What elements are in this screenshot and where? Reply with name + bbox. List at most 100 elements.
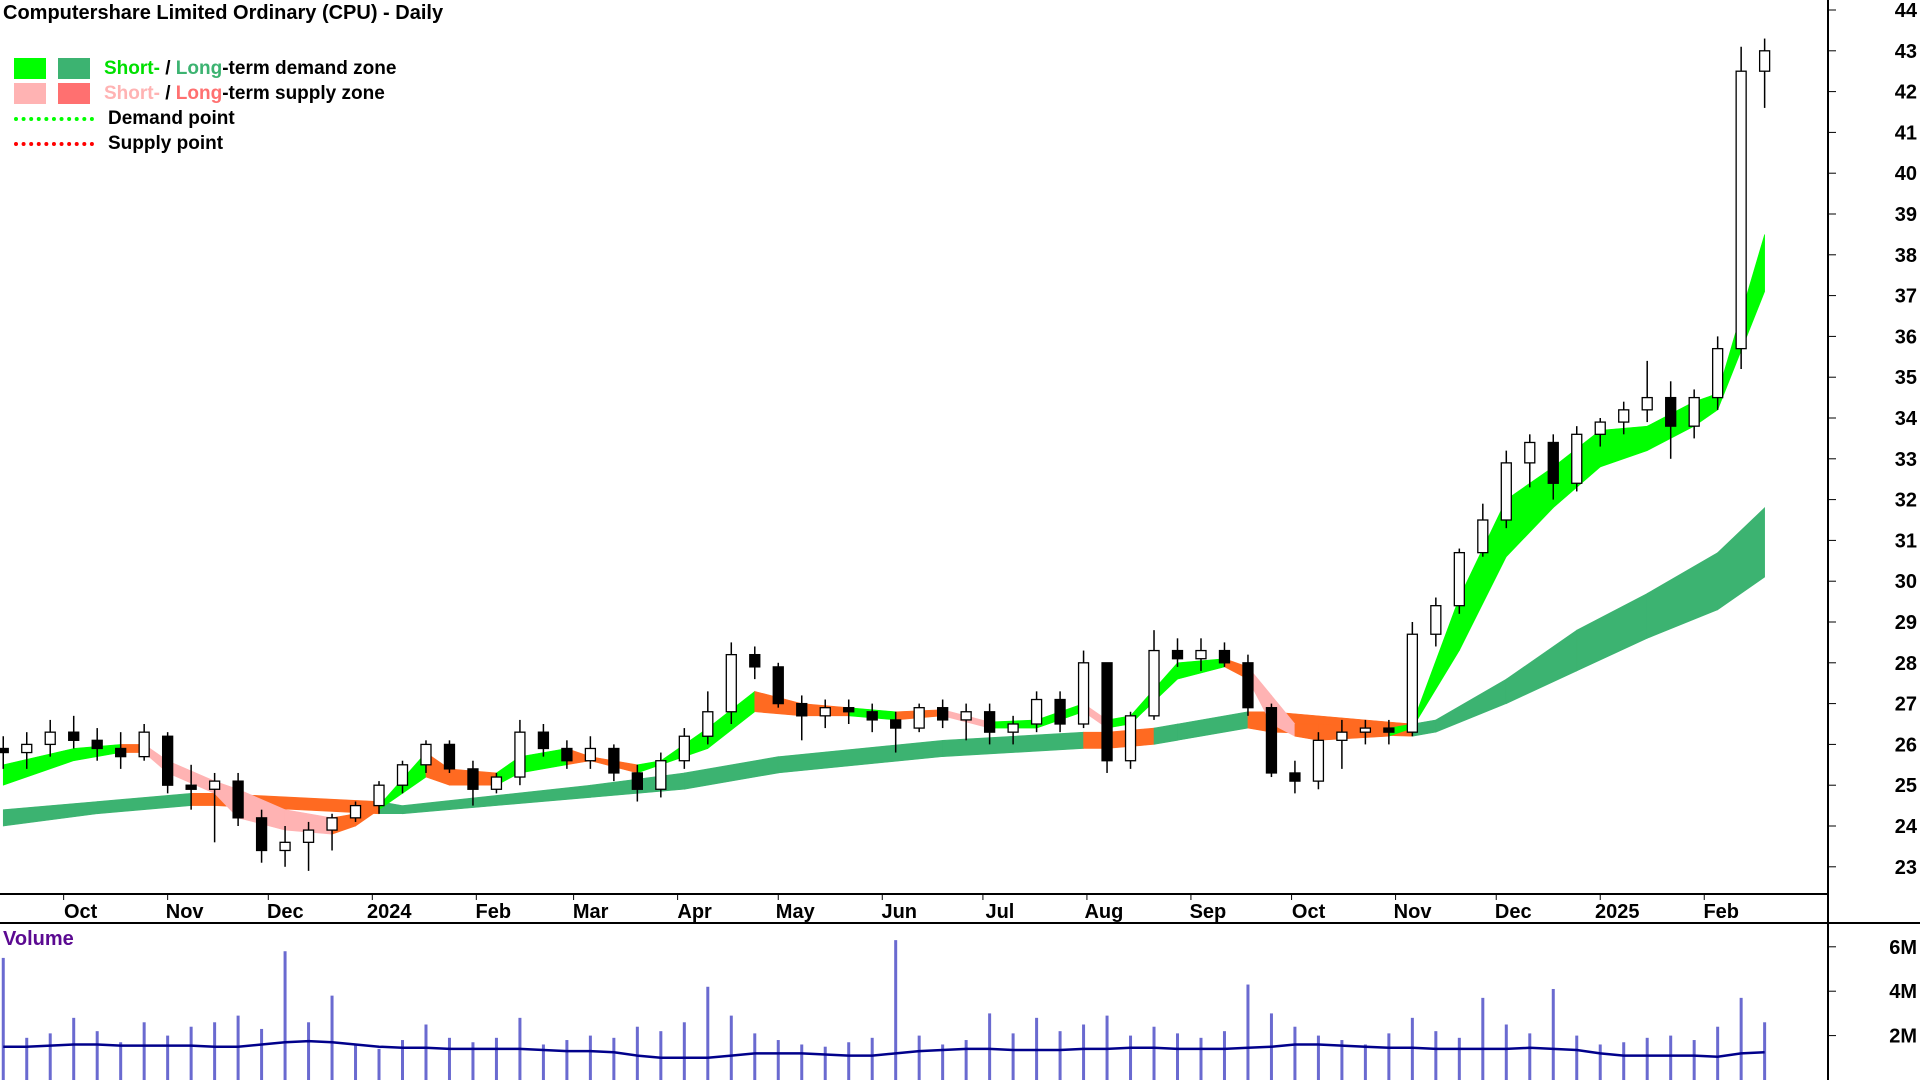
date-tick-label: Feb [1703, 901, 1739, 923]
price-tick-label: 44 [1895, 0, 1918, 22]
candle-body [983, 711, 996, 733]
candle-body [1242, 662, 1254, 709]
legend-supply-long: Long [175, 82, 223, 104]
date-tick-label: May [776, 901, 816, 923]
candle-body [866, 711, 878, 721]
volume-bar [1011, 1033, 1015, 1080]
volume-bar [753, 1033, 757, 1080]
candle [1453, 548, 1465, 614]
candle-body [843, 707, 855, 713]
supply-point-line-icon [14, 141, 94, 146]
date-tick-label: Oct [64, 901, 98, 923]
candle [396, 760, 409, 794]
date-tick-label: 2025 [1595, 901, 1640, 923]
candle [1124, 711, 1137, 769]
volume-bar [941, 1044, 945, 1080]
volume-panel [1, 940, 1767, 1080]
candle-body [1007, 723, 1019, 733]
price-tick-label: 24 [1895, 816, 1918, 838]
volume-bar [213, 1022, 217, 1080]
candle-body [1406, 633, 1419, 733]
candle [1594, 418, 1606, 447]
candle [1242, 654, 1254, 716]
date-tick-label: Sep [1190, 901, 1227, 923]
price-tick-label: 34 [1895, 408, 1918, 430]
price-tick-label: 25 [1895, 775, 1917, 797]
short-term-zone-segment [2, 748, 75, 786]
candle-body [1618, 409, 1630, 423]
volume-bar [1246, 984, 1250, 1080]
volume-bar [1082, 1024, 1086, 1080]
short-demand-swatch [14, 58, 46, 79]
volume-bar [870, 1037, 874, 1080]
volume-bar [1739, 997, 1743, 1080]
candle [913, 703, 925, 733]
volume-bar [1598, 1044, 1602, 1080]
candle-body [1148, 649, 1160, 717]
candle-body [44, 731, 56, 746]
candle-body [1758, 50, 1771, 72]
date-tick-label: Aug [1084, 901, 1123, 923]
candle-body [1430, 605, 1442, 635]
candle [467, 760, 479, 806]
candle [1007, 715, 1019, 745]
candle [1735, 46, 1747, 370]
candle [255, 809, 268, 863]
candle-body [1688, 396, 1700, 427]
candle [866, 703, 878, 733]
candle-body [1312, 739, 1325, 782]
volume-bar [988, 1013, 992, 1080]
price-tick-label: 32 [1895, 490, 1917, 512]
price-tick-label: 29 [1895, 612, 1917, 634]
candle [678, 728, 690, 769]
long-term-zone-segment [1646, 552, 1718, 639]
volume-bar [119, 1042, 123, 1080]
volume-bar [847, 1042, 851, 1080]
volume-bar [1622, 1042, 1626, 1080]
candle-body [1712, 347, 1724, 399]
candle-body [584, 747, 597, 762]
candle-body [68, 731, 80, 741]
volume-bar [1058, 1031, 1062, 1080]
volume-bar [307, 1022, 311, 1080]
candle-body [1453, 551, 1465, 607]
volume-bar [283, 951, 287, 1080]
volume-bar [424, 1024, 428, 1080]
price-tick-label: 33 [1895, 449, 1917, 471]
candle-body [161, 735, 174, 786]
candle-body [302, 829, 315, 843]
candle [561, 740, 573, 769]
volume-bar [1457, 1037, 1461, 1080]
volume-bar [95, 1031, 99, 1080]
date-tick-label: Nov [1394, 901, 1433, 923]
price-axis: 23 24 25 26 27 28 29 30 31 32 33 34 35 36 37 38 39 40 41 42… [1828, 0, 1918, 1048]
legend-demand-zone: Short- / Long -term demand zone [14, 56, 396, 81]
candle-body [396, 764, 409, 786]
legend-demand-long: Long [175, 57, 223, 79]
volume-bar [48, 1033, 52, 1080]
volume-bar [189, 1026, 193, 1080]
candle-body [1289, 772, 1301, 782]
candle [608, 744, 620, 782]
candle-body [1265, 707, 1278, 774]
volume-bar [25, 1037, 29, 1080]
volume-bar [823, 1046, 827, 1080]
legend-supply-text: -term supply zone [222, 82, 385, 104]
candle [115, 732, 127, 769]
candle-body [514, 731, 526, 778]
candle [1688, 389, 1700, 439]
volume-bar [1387, 1033, 1391, 1080]
candle-body [1477, 519, 1489, 554]
candle [1265, 703, 1278, 778]
date-tick-label: 2024 [367, 901, 412, 923]
candle [819, 699, 831, 729]
candle-body [631, 772, 643, 790]
volume-bar [471, 1042, 475, 1080]
candle-body [373, 784, 385, 807]
long-term-zone-segment [96, 793, 192, 815]
candle [1030, 691, 1043, 733]
long-term-zone-segment [190, 793, 215, 806]
price-tick-label: 27 [1895, 694, 1917, 716]
candle [1195, 638, 1207, 671]
price-tick-label: 30 [1895, 571, 1917, 593]
